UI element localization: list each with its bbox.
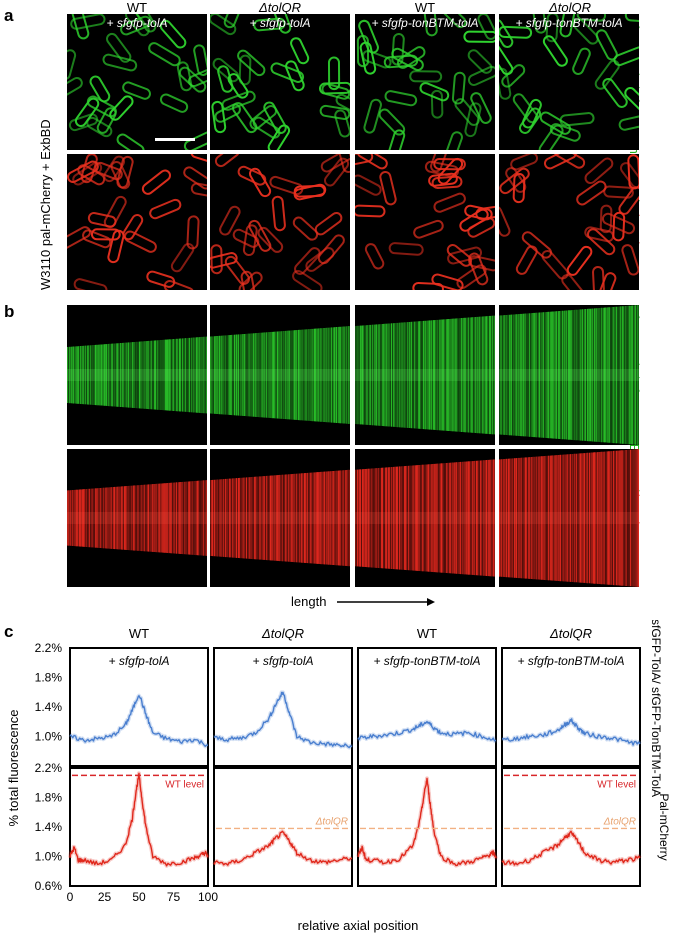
series-line-bottom (69, 772, 209, 867)
x-tick: 75 (167, 890, 181, 904)
y-tick-bottom: 1.0% (35, 850, 63, 864)
scale-bar (155, 138, 195, 141)
y-tick-bottom: 0.6% (35, 879, 63, 893)
y-tick-top: 2.2% (35, 641, 63, 655)
series-line-bottom (357, 777, 497, 867)
wt-level-label: WT level (165, 779, 204, 790)
chart-col-subtitle: + sfgfp-tolA (108, 654, 169, 668)
tolqr-level-label: ΔtolQR (603, 816, 636, 827)
series-line-bottom (213, 830, 353, 866)
col-title-1: WT (126, 0, 148, 15)
micrograph-red-3 (355, 154, 495, 290)
kymo-length-label: length (291, 594, 327, 609)
micrograph-red-4 (499, 154, 639, 290)
y-tick-bottom: 1.8% (35, 791, 63, 805)
col-title-2: ΔtolQR (259, 0, 301, 15)
col-title-4: ΔtolQR (549, 0, 591, 15)
panel-label-c: c (4, 622, 14, 641)
micrograph-red-1 (67, 154, 207, 290)
x-tick: 0 (67, 890, 74, 904)
tolqr-level-label: ΔtolQR (315, 816, 348, 827)
kymograph-green-1 (67, 305, 207, 445)
x-tick: 100 (198, 890, 218, 904)
panel-label-b: b (4, 302, 15, 321)
micrograph-red-2 (210, 154, 350, 290)
chart-col-subtitle: + sfgfp-tolA (252, 654, 313, 668)
kymograph-red-3 (355, 449, 495, 587)
x-axis-label: relative axial position (298, 918, 419, 933)
series-line-bottom (501, 830, 641, 866)
wt-level-label: WT level (597, 779, 636, 790)
micrograph-plasmid-label: + sfgfp-tonBTM-tolA (371, 16, 479, 30)
fluorescence-profile-chart: WT + sfgfp-tolA ΔtolQR + sfgfp-tolA WT + sfgf… (6, 620, 671, 933)
x-tick: 25 (98, 890, 112, 904)
chart-col-title: ΔtolQR (261, 626, 304, 641)
micrograph-plasmid-label: + sfgfp-tolA (249, 16, 311, 30)
chart-panel-bottom (501, 767, 641, 887)
kymograph-red-2 (210, 449, 350, 587)
y-tick-top: 1.0% (35, 730, 63, 744)
series-line-top (501, 718, 641, 746)
right-label-bottom: Pal-mCherry (657, 793, 671, 860)
series-line-top (69, 695, 209, 747)
y-tick-top: 1.4% (35, 700, 63, 714)
chart-col-title: WT (129, 626, 149, 641)
kymograph-green-3 (355, 305, 495, 445)
series-line-top (357, 720, 497, 742)
chart-col-title: ΔtolQR (549, 626, 592, 641)
chart-panel-top (357, 647, 497, 767)
strain-label: W3110 pal-mCherry + ExbBD (38, 119, 53, 290)
micrograph-plasmid-label: + sfgfp-tolA (106, 16, 168, 30)
chart-col-title: WT (417, 626, 437, 641)
chart-col-subtitle: + sfgfp-tonBTM-tolA (373, 654, 480, 668)
panel-label-a: a (4, 6, 14, 25)
kymograph-green-4 (499, 305, 639, 445)
y-tick-bottom: 2.2% (35, 761, 63, 775)
chart-panel-top (501, 647, 641, 767)
y-axis-label: % total fluorescence (6, 709, 21, 826)
chart-col-subtitle: + sfgfp-tonBTM-tolA (517, 654, 624, 668)
length-arrow (337, 598, 435, 606)
y-tick-top: 1.8% (35, 671, 63, 685)
series-line-top (213, 691, 353, 749)
micrograph-plasmid-label: + sfgfp-tonBTM-tolA (515, 16, 623, 30)
micrograph-green-4: + sfgfp-tonBTM-tolA (499, 14, 639, 150)
micrograph-green-2: + sfgfp-tolA (210, 14, 350, 150)
chart-panel-bottom (69, 767, 209, 887)
col-title-3: WT (414, 0, 436, 15)
kymograph-red-1 (67, 449, 207, 587)
y-tick-bottom: 1.4% (35, 820, 63, 834)
chart-panel-bottom (213, 767, 353, 887)
chart-panel-top (69, 647, 209, 767)
chart-panel-top (213, 647, 353, 767)
micrograph-green-3: + sfgfp-tonBTM-tolA (355, 14, 495, 150)
micrograph-green-1: + sfgfp-tolA (67, 14, 207, 150)
kymograph-red-4 (499, 449, 639, 587)
chart-panel-bottom (357, 767, 497, 887)
x-tick: 50 (132, 890, 146, 904)
right-label-top-1: sfGFP-TolA/ sfGFP-TonBTM-TolA (649, 620, 663, 797)
kymograph-green-2 (210, 305, 350, 445)
